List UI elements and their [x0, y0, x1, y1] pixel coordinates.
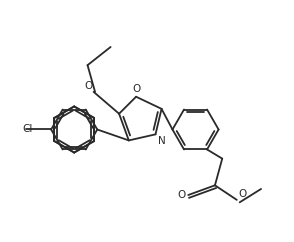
- Text: N: N: [158, 136, 166, 145]
- Text: O: O: [178, 190, 186, 200]
- Text: Cl: Cl: [22, 124, 32, 135]
- Text: O: O: [238, 189, 246, 199]
- Text: O: O: [84, 81, 92, 91]
- Text: O: O: [132, 84, 140, 94]
